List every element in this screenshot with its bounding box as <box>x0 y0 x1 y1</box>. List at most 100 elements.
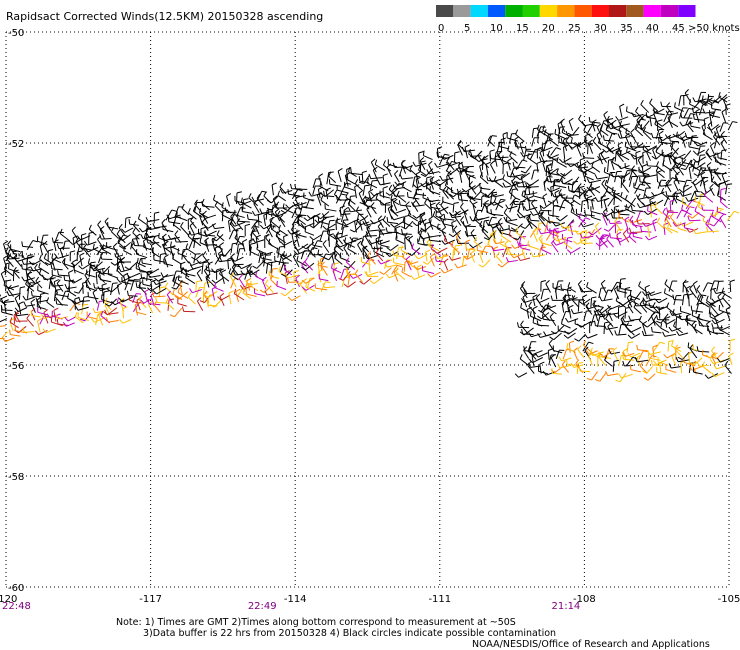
barb-flag <box>245 280 249 286</box>
wind-barb <box>554 189 560 204</box>
wind-barb <box>624 162 637 171</box>
barb-staff <box>291 207 298 219</box>
wind-barb <box>116 229 126 244</box>
wind-barb <box>293 250 307 255</box>
barb-staff <box>26 273 29 285</box>
barb-flag <box>182 267 187 272</box>
wind-barb <box>333 262 340 274</box>
barb-flag <box>83 303 89 306</box>
barb-staff <box>354 186 357 199</box>
barb-flag <box>219 269 222 275</box>
barb-flag <box>81 233 87 236</box>
barb-staff <box>444 239 456 245</box>
barb-flag <box>580 222 584 228</box>
barb-staff <box>537 214 545 222</box>
barb-staff <box>233 293 245 301</box>
barb-staff <box>640 128 652 135</box>
barb-flag <box>691 181 696 186</box>
barb-staff <box>676 198 687 204</box>
colorbar-label: 40 <box>646 23 659 34</box>
barb-staff <box>130 279 135 292</box>
barb-staff <box>248 197 259 207</box>
barb-flag <box>462 221 465 227</box>
barb-staff <box>53 241 57 252</box>
barb-staff <box>662 134 672 142</box>
barb-flag <box>461 146 465 152</box>
barb-flag <box>577 186 580 192</box>
barb-staff <box>219 296 225 307</box>
barb-flag <box>422 261 428 265</box>
barb-staff <box>608 224 616 232</box>
barb-staff <box>1 311 13 316</box>
barb-staff <box>568 120 574 131</box>
wind-barb <box>252 238 265 244</box>
barb-staff <box>347 248 357 255</box>
barb-staff <box>605 129 616 136</box>
barb-flag <box>520 174 526 178</box>
barb-flag <box>614 217 619 222</box>
wind-barb <box>219 269 230 282</box>
barb-staff <box>481 229 490 239</box>
wind-barb <box>263 254 271 267</box>
wind-barb <box>679 150 692 160</box>
barb-flag <box>552 240 557 246</box>
barb-flag <box>484 199 489 204</box>
barb-staff <box>709 187 715 197</box>
barb-staff <box>396 247 400 260</box>
wind-barb <box>694 191 707 197</box>
barb-flag <box>514 141 517 147</box>
barb-staff <box>542 196 547 207</box>
barb-staff <box>101 298 113 304</box>
barb-flag <box>464 166 469 171</box>
wind-barb <box>427 232 442 238</box>
wind-barb <box>88 224 97 236</box>
wind-barb <box>500 231 512 243</box>
barb-flag <box>189 222 195 227</box>
wind-barb <box>654 119 664 130</box>
barb-staff <box>487 139 496 147</box>
barb-staff <box>543 181 546 192</box>
barb-flag <box>642 221 646 227</box>
wind-barb <box>76 250 83 262</box>
wind-barb <box>547 187 561 193</box>
barb-staff <box>428 179 440 186</box>
barb-staff <box>429 179 434 190</box>
wind-barb <box>616 235 631 243</box>
barb-staff <box>507 175 517 178</box>
barb-staff <box>136 286 147 289</box>
barb-flag <box>702 129 706 135</box>
barb-flag <box>42 328 47 333</box>
wind-barb <box>382 173 388 186</box>
barb-staff <box>64 263 75 268</box>
wind-barb <box>443 214 455 221</box>
barb-flag <box>616 231 622 236</box>
barb-flag <box>540 211 544 217</box>
barb-flag <box>397 264 403 268</box>
barb-flag <box>496 152 500 158</box>
wind-barb <box>245 288 257 297</box>
wind-barb <box>294 184 308 190</box>
barb-flag <box>548 134 552 140</box>
barb-staff <box>466 248 476 251</box>
barb-flag <box>181 249 186 255</box>
barb-flag <box>204 237 209 242</box>
wind-barb <box>588 139 594 154</box>
barb-staff <box>418 169 427 177</box>
wind-barb <box>624 216 630 230</box>
barb-flag <box>574 230 579 235</box>
barb-flag <box>490 209 493 215</box>
wind-barb <box>503 216 518 222</box>
barb-flag <box>603 110 608 116</box>
barb-flag <box>216 230 220 236</box>
barb-flag <box>579 168 585 173</box>
barb-flag <box>25 279 29 285</box>
barb-staff <box>391 265 398 275</box>
barb-flag <box>314 283 317 289</box>
wind-barb <box>119 318 132 324</box>
barb-flag <box>219 253 225 257</box>
barb-flag <box>418 228 422 234</box>
barb-staff <box>8 292 21 297</box>
barb-flag <box>551 238 556 244</box>
barb-flag <box>596 123 602 128</box>
wind-barb <box>40 234 49 247</box>
